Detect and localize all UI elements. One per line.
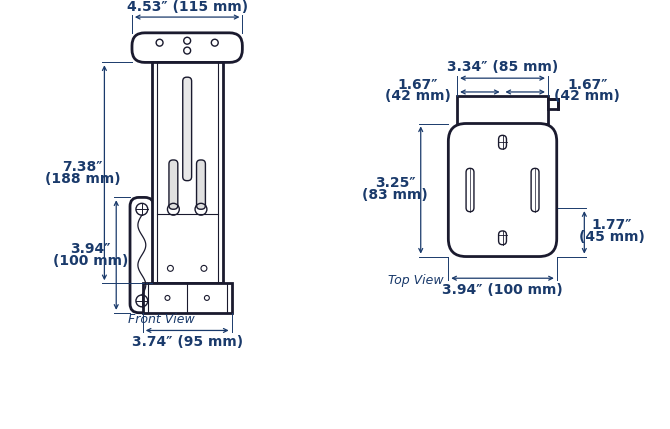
- FancyBboxPatch shape: [132, 33, 243, 62]
- Text: (100 mm): (100 mm): [53, 254, 128, 268]
- Bar: [457, 96, 548, 124]
- Text: 3.94″ (100 mm): 3.94″ (100 mm): [442, 283, 563, 297]
- Text: 1.67″: 1.67″: [397, 78, 438, 92]
- FancyBboxPatch shape: [196, 160, 206, 209]
- Text: Front View: Front View: [128, 313, 195, 326]
- Text: 7.38″: 7.38″: [62, 160, 103, 174]
- Bar: [151, 62, 222, 283]
- Text: (42 mm): (42 mm): [385, 89, 451, 103]
- Text: 4.53″ (115 mm): 4.53″ (115 mm): [127, 0, 248, 14]
- FancyBboxPatch shape: [466, 168, 474, 211]
- FancyBboxPatch shape: [448, 124, 557, 257]
- Text: (42 mm): (42 mm): [554, 89, 620, 103]
- FancyBboxPatch shape: [498, 231, 507, 245]
- FancyBboxPatch shape: [498, 135, 507, 149]
- Text: Top View: Top View: [388, 274, 444, 287]
- FancyBboxPatch shape: [130, 197, 153, 313]
- Text: (83 mm): (83 mm): [362, 188, 428, 202]
- Text: 1.67″: 1.67″: [567, 78, 608, 92]
- FancyBboxPatch shape: [183, 77, 192, 181]
- FancyBboxPatch shape: [169, 160, 178, 209]
- Text: 3.34″ (85 mm): 3.34″ (85 mm): [447, 60, 558, 74]
- Text: (45 mm): (45 mm): [579, 230, 645, 245]
- FancyBboxPatch shape: [531, 168, 539, 211]
- Text: 3.94″: 3.94″: [70, 242, 111, 256]
- Text: (188 mm): (188 mm): [45, 172, 121, 186]
- Text: 3.25″: 3.25″: [375, 176, 415, 190]
- Text: 3.74″ (95 mm): 3.74″ (95 mm): [131, 335, 243, 349]
- Bar: [143, 283, 232, 313]
- Bar: [548, 99, 557, 109]
- Text: 1.77″: 1.77″: [592, 218, 632, 233]
